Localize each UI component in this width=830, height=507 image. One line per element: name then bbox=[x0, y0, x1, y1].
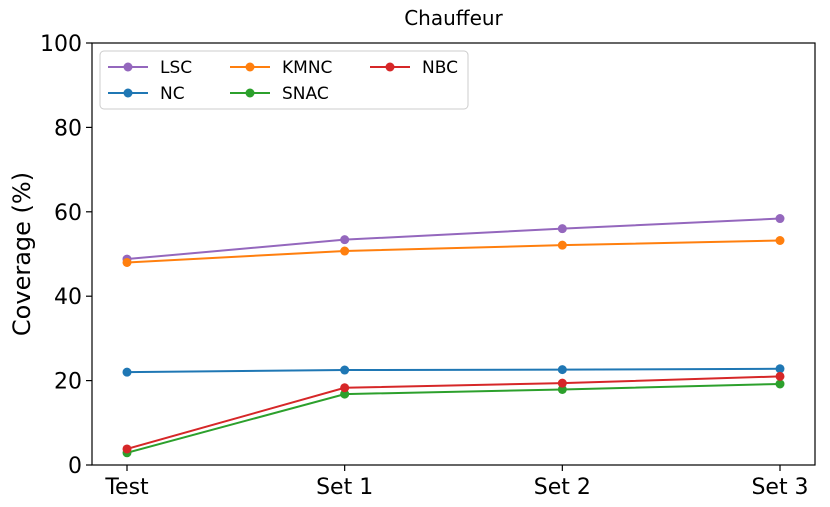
legend-frame bbox=[99, 50, 469, 110]
legend-swatch-marker bbox=[385, 62, 395, 72]
axis-ticks: 0 20 40 60 80 100 Test Set 1 Set 2 Set 3 bbox=[40, 32, 809, 500]
data-point-snac bbox=[775, 379, 785, 389]
y-tick-label: 40 bbox=[54, 285, 82, 310]
legend-swatch-marker bbox=[123, 88, 133, 98]
data-point-nc bbox=[122, 367, 132, 377]
legend-label: LSC bbox=[160, 58, 192, 78]
series-snac bbox=[122, 379, 785, 458]
legend-label: NBC bbox=[422, 58, 458, 78]
data-point-nbc bbox=[775, 371, 785, 381]
data-point-nc bbox=[775, 364, 785, 374]
legend-label: NC bbox=[160, 84, 185, 104]
data-point-lsc bbox=[775, 214, 785, 224]
y-tick-label: 20 bbox=[54, 370, 82, 395]
axes-frame bbox=[91, 42, 816, 466]
series-nbc bbox=[122, 371, 785, 454]
data-point-snac bbox=[340, 389, 350, 399]
x-tick-label: Test bbox=[104, 475, 149, 500]
data-point-kmnc bbox=[122, 257, 132, 267]
series-lsc bbox=[122, 214, 785, 264]
y-tick-label: 60 bbox=[54, 201, 82, 226]
legend-item-nbc: NBC bbox=[370, 58, 458, 78]
series-line-kmnc bbox=[126, 239, 781, 264]
x-tick-label: Set 1 bbox=[316, 475, 373, 500]
data-point-nbc bbox=[340, 383, 350, 393]
legend: LSC NC KMNC SNAC NBC bbox=[99, 50, 469, 110]
legend-item-lsc: LSC bbox=[108, 58, 192, 78]
legend-item-kmnc: KMNC bbox=[230, 58, 332, 78]
legend-swatch-marker bbox=[245, 88, 255, 98]
data-point-lsc bbox=[557, 224, 567, 234]
series-line-snac bbox=[126, 382, 781, 454]
data-point-nbc bbox=[122, 444, 132, 454]
series-nc bbox=[122, 364, 785, 377]
plot-area bbox=[122, 214, 785, 458]
legend-label: KMNC bbox=[282, 58, 332, 78]
series-line-lsc bbox=[126, 217, 781, 261]
y-axis-label: Coverage (%) bbox=[8, 172, 36, 336]
data-point-kmnc bbox=[775, 235, 785, 245]
series-line-nbc bbox=[126, 375, 781, 450]
data-point-kmnc bbox=[340, 246, 350, 256]
legend-item-snac: SNAC bbox=[230, 84, 329, 104]
chart-title: Chauffeur bbox=[404, 6, 503, 30]
data-point-kmnc bbox=[557, 240, 567, 250]
legend-swatch-marker bbox=[245, 62, 255, 72]
x-tick-label: Set 3 bbox=[751, 475, 808, 500]
y-tick-label: 80 bbox=[54, 116, 82, 141]
y-tick-label: 0 bbox=[68, 454, 82, 479]
series-line-nc bbox=[126, 367, 781, 374]
legend-label: SNAC bbox=[282, 84, 329, 104]
legend-item-nc: NC bbox=[108, 84, 185, 104]
data-point-snac bbox=[557, 384, 567, 394]
y-tick-label: 100 bbox=[40, 32, 82, 57]
data-point-nc bbox=[340, 365, 350, 375]
series-kmnc bbox=[122, 235, 785, 267]
data-point-nc bbox=[557, 365, 567, 375]
legend-swatch-marker bbox=[123, 62, 133, 72]
data-point-nbc bbox=[557, 378, 567, 388]
x-tick-label: Set 2 bbox=[534, 475, 591, 500]
data-point-lsc bbox=[340, 235, 350, 245]
